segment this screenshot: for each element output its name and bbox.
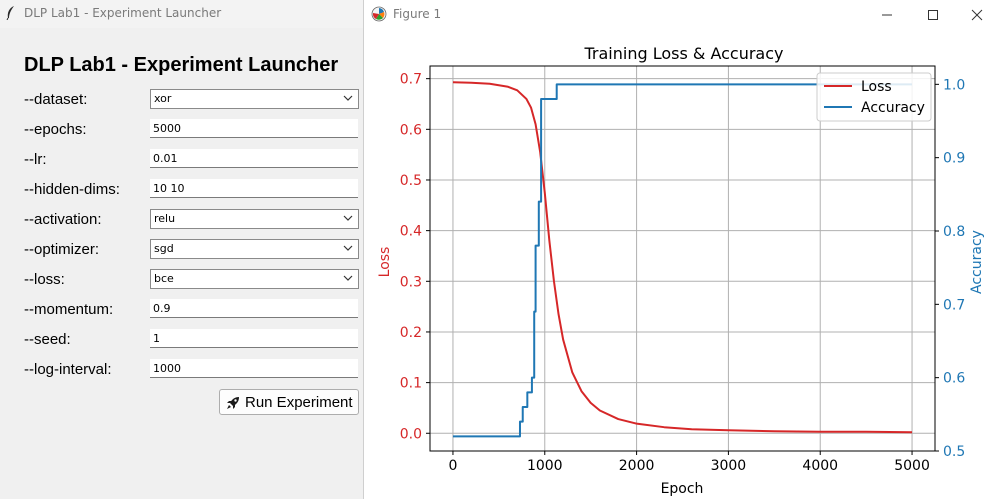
close-icon[interactable] (954, 0, 991, 30)
app-heading: DLP Lab1 - Experiment Launcher (24, 54, 339, 76)
lr-input[interactable] (150, 149, 358, 168)
dataset-select-value: xor (154, 92, 172, 105)
y-axis-label-accuracy: Accuracy (969, 230, 985, 294)
y-axis-label-loss: Loss (377, 247, 393, 278)
axes-frame (429, 65, 936, 452)
figure-window: Figure 1 0 1000 2000 3000 4000 5000 0.0 0.1 0.2 0… (363, 0, 991, 499)
accuracy-series-line (452, 83, 913, 438)
epochs-input[interactable] (150, 119, 358, 138)
dataset-label: --dataset: (24, 91, 88, 108)
matplotlib-icon (371, 6, 387, 22)
legend: Loss Accuracy (816, 72, 932, 122)
y-right-tick-label: 1.0 (943, 77, 965, 93)
y-left-tick-label: 0.2 (400, 325, 422, 341)
seed-label: --seed: (24, 331, 71, 348)
hidden-dims-label: --hidden-dims: (24, 181, 120, 198)
momentum-label: --momentum: (24, 301, 114, 318)
x-tick-label: 4000 (802, 458, 838, 474)
optimizer-select[interactable]: sgd (150, 239, 359, 259)
y-left-tick-label: 0.5 (400, 173, 422, 189)
chevron-down-icon (343, 275, 353, 281)
x-axis-label: Epoch (661, 481, 704, 497)
legend-loss-label: Loss (861, 79, 892, 95)
activation-select-value: relu (154, 212, 176, 225)
minimize-icon[interactable] (864, 0, 910, 30)
figure-window-title: Figure 1 (393, 7, 442, 21)
chevron-down-icon (343, 95, 353, 101)
y-right-tick-label: 0.5 (943, 444, 965, 460)
seed-input[interactable] (150, 329, 358, 348)
rocket-icon (227, 397, 239, 409)
optimizer-select-value: sgd (154, 242, 174, 255)
log-interval-input[interactable] (150, 359, 358, 378)
y-right-tick-label: 0.6 (943, 371, 965, 387)
figure-titlebar[interactable]: Figure 1 (364, 0, 991, 30)
chevron-down-icon (343, 245, 353, 251)
momentum-input[interactable] (150, 299, 358, 318)
legend-accuracy-label: Accuracy (861, 100, 925, 116)
loss-series-line (452, 81, 913, 434)
x-tick-label: 1000 (527, 458, 563, 474)
feather-icon (6, 6, 14, 20)
y-left-tick-label: 0.6 (400, 122, 422, 138)
launcher-window-title: DLP Lab1 - Experiment Launcher (24, 6, 222, 20)
optimizer-label: --optimizer: (24, 241, 100, 258)
x-tick-label: 2000 (619, 458, 655, 474)
y-left-tick-label: 0.4 (400, 224, 422, 240)
x-tick-label: 5000 (894, 458, 930, 474)
chart-title: Training Loss & Accuracy (583, 44, 783, 63)
loss-label: --loss: (24, 271, 65, 288)
launcher-titlebar[interactable]: DLP Lab1 - Experiment Launcher (0, 0, 364, 28)
y-left-tick-label: 0.1 (400, 376, 422, 392)
maximize-icon[interactable] (910, 0, 956, 30)
y-left-tick-label: 0.7 (400, 72, 422, 88)
dataset-select[interactable]: xor (150, 89, 359, 109)
loss-select-value: bce (154, 272, 174, 285)
training-chart: 0 1000 2000 3000 4000 5000 0.0 0.1 0.2 0.3 0.4 0.5 0… (377, 44, 985, 497)
launcher-window: DLP Lab1 - Experiment Launcher DLP Lab1 … (0, 0, 364, 499)
activation-select[interactable]: relu (150, 209, 359, 229)
log-interval-label: --log-interval: (24, 361, 112, 378)
y-right-tick-label: 0.9 (943, 151, 965, 167)
activation-label: --activation: (24, 211, 102, 228)
y-left-tick-label: 0.3 (400, 274, 422, 290)
chevron-down-icon (343, 215, 353, 221)
loss-select[interactable]: bce (150, 269, 359, 289)
lr-label: --lr: (24, 151, 47, 168)
epochs-label: --epochs: (24, 121, 87, 138)
x-tick-label: 0 (448, 458, 457, 474)
y-right-tick-label: 0.7 (943, 297, 965, 313)
hidden-dims-input[interactable] (150, 179, 358, 198)
x-tick-label: 3000 (711, 458, 747, 474)
y-left-tick-label: 0.0 (400, 426, 422, 442)
y-right-tick-label: 0.8 (943, 224, 965, 240)
run-experiment-button[interactable]: Run Experiment (219, 389, 359, 415)
run-experiment-label: Run Experiment (245, 394, 353, 411)
